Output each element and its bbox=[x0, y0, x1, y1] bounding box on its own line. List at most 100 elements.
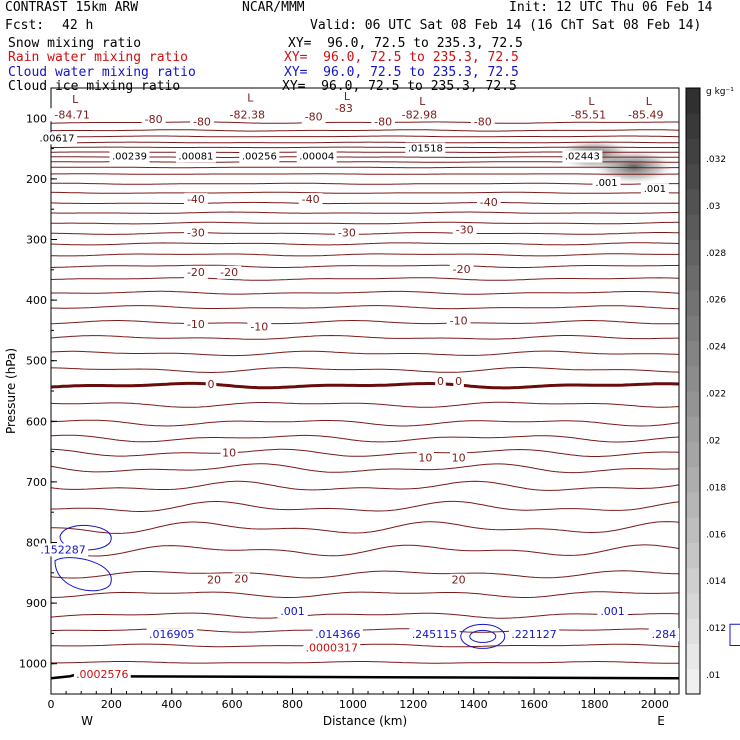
isotherm-label-bg bbox=[298, 193, 323, 207]
cloud-max-label-bg bbox=[277, 605, 308, 619]
colorbar-tick-label: .028 bbox=[706, 249, 726, 259]
isotherm-label: -80 bbox=[374, 116, 392, 129]
isotherm-label: -30 bbox=[338, 226, 356, 239]
isotherm-line bbox=[51, 221, 679, 225]
ice-field-name: Cloud ice mixing ratio bbox=[8, 79, 181, 94]
isotherm-line bbox=[50, 591, 680, 598]
cloud-max-label: .016905 bbox=[149, 628, 195, 641]
snow-max-label: .01518 bbox=[408, 144, 443, 155]
x-tick-label: 600 bbox=[222, 698, 243, 711]
snow-max-label-bg bbox=[37, 132, 78, 145]
x-tick-label: 1800 bbox=[580, 698, 608, 711]
isotherm-line bbox=[50, 401, 680, 408]
org-label: NCAR/MMM bbox=[242, 0, 305, 15]
colorbar-segment bbox=[686, 492, 700, 518]
colorbar-tick-label: .018 bbox=[706, 483, 726, 493]
colorbar-segment bbox=[686, 391, 700, 417]
colorbar-segment bbox=[686, 618, 700, 644]
isotherm-label-bg bbox=[184, 265, 208, 279]
isotherm-layer bbox=[50, 121, 680, 680]
isotherm-label-bg bbox=[470, 115, 495, 129]
plot-frame bbox=[50, 87, 680, 695]
colorbar-segment bbox=[686, 365, 700, 392]
isotherm-line bbox=[50, 419, 680, 427]
isotherm-label: -80 bbox=[145, 113, 163, 126]
colorbar-segment bbox=[686, 668, 700, 695]
cloud-max-label: .001 bbox=[280, 605, 305, 618]
cloud-field-name: Cloud water mixing ratio bbox=[8, 65, 196, 80]
rain-max-label-bg bbox=[73, 668, 131, 682]
isotherm-label: -40 bbox=[302, 193, 320, 206]
isotherm-line bbox=[50, 242, 680, 246]
isotherm-line bbox=[50, 173, 680, 175]
isotherm-label: 20 bbox=[452, 574, 466, 587]
ice-field-xy: XY= 96.0, 72.5 to 235.3, 72.5 bbox=[282, 79, 517, 94]
low-marker-bg bbox=[69, 93, 81, 107]
colorbar-tick-label: .02 bbox=[706, 436, 720, 446]
init-time: Init: 12 UTC Thu 06 Feb 14 bbox=[509, 0, 713, 15]
colorbar-segment bbox=[686, 643, 700, 670]
snow-max-label: .00617 bbox=[40, 133, 75, 144]
isotherm-line bbox=[50, 253, 679, 257]
colorbar-segment bbox=[686, 517, 700, 543]
low-marker-bg bbox=[586, 94, 597, 108]
snow-max-label-bg bbox=[405, 142, 446, 155]
isotherm-line bbox=[50, 264, 680, 269]
isotherm-line bbox=[50, 350, 680, 357]
isotherm-label: 0 bbox=[455, 375, 462, 388]
isotherm-label: -20 bbox=[220, 266, 238, 279]
snow-max-label-bg bbox=[562, 150, 603, 163]
isotherm-label: -20 bbox=[453, 263, 471, 276]
y-tick-label: 300 bbox=[26, 234, 47, 247]
isotherm-label-bg bbox=[301, 110, 326, 124]
isotherm-line bbox=[51, 182, 679, 185]
colorbar-tick-label: .016 bbox=[706, 530, 726, 540]
low-value-bg bbox=[566, 108, 611, 122]
isotherm-label: 0 bbox=[437, 375, 444, 388]
low-value: -82.98 bbox=[402, 108, 437, 121]
cloud-max-label-bg bbox=[146, 628, 197, 642]
y-tick-label: 200 bbox=[26, 173, 47, 186]
cloud-max-label: .221127 bbox=[511, 628, 557, 641]
low-value-bg bbox=[623, 108, 668, 122]
colorbar-frame bbox=[685, 87, 701, 695]
snow-max-label-bg bbox=[592, 177, 621, 190]
cloud-water-contour bbox=[729, 623, 740, 647]
x-tick-label: 400 bbox=[161, 698, 182, 711]
snow-max-label: .00081 bbox=[178, 152, 213, 163]
rain-max-label: .0002576 bbox=[76, 668, 129, 681]
x-tick-label: 200 bbox=[101, 698, 122, 711]
x-tick-label: 800 bbox=[282, 698, 303, 711]
rain-max-label: .0000317 bbox=[306, 642, 359, 655]
isotherm-line bbox=[51, 135, 680, 138]
y-tick-label: 600 bbox=[26, 415, 47, 428]
isotherm-line bbox=[51, 366, 680, 374]
isotherm-label: 10 bbox=[452, 451, 466, 464]
model-title: CONTRAST 15km ARW bbox=[5, 0, 139, 15]
isotherm-label: -10 bbox=[187, 318, 205, 331]
isotherm-line bbox=[51, 290, 680, 295]
colorbar-segment bbox=[686, 88, 700, 114]
cloud-max-label-bg bbox=[597, 605, 628, 619]
low-marker: L bbox=[247, 91, 254, 104]
y-tick-label: 100 bbox=[26, 112, 47, 125]
isotherm-line bbox=[50, 146, 679, 149]
contour-label-layer: -80 -80 -80 -80 -80 -40 -40 -40 -30 -30 -30 -20 -20 -… bbox=[37, 90, 680, 682]
colorbar-tick-label: .01 bbox=[706, 671, 720, 681]
colorbar-tick-label: .03 bbox=[706, 202, 720, 212]
y-tick-label: 900 bbox=[26, 597, 47, 610]
snow-max-label-bg bbox=[296, 150, 337, 163]
y-tick-label: 400 bbox=[26, 294, 47, 307]
isotherm-label-bg bbox=[184, 193, 208, 207]
colorbar-tick-label: .014 bbox=[706, 577, 726, 587]
low-marker: L bbox=[344, 90, 351, 103]
snow-max-label: .00239 bbox=[112, 152, 147, 163]
colorbar-segment bbox=[686, 542, 700, 569]
colorbar-segment bbox=[686, 593, 700, 619]
ground-line bbox=[50, 670, 680, 680]
colorbar-segment bbox=[686, 340, 700, 367]
isotherm-label-bg bbox=[371, 115, 396, 129]
colorbar-tick-label: .012 bbox=[706, 624, 726, 634]
low-value: -83 bbox=[335, 102, 353, 115]
snow-max-label: .001 bbox=[595, 178, 617, 189]
